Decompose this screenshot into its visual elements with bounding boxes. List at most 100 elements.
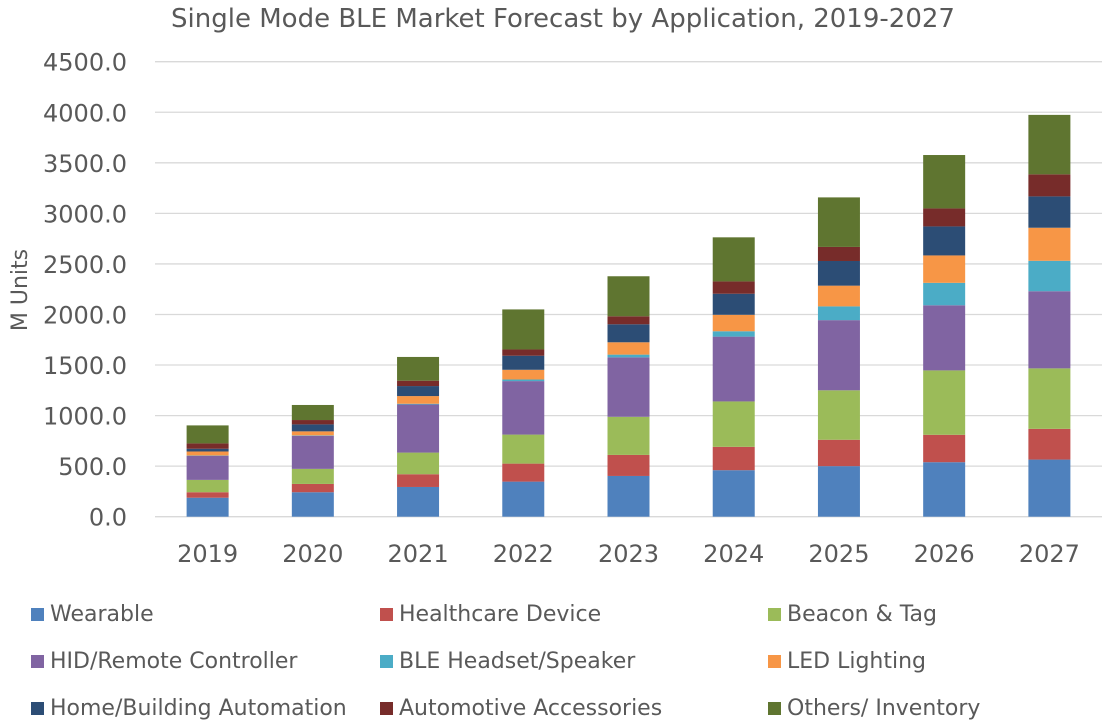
- bar-segment: [291, 483, 334, 493]
- x-tick-label: 2024: [703, 540, 764, 568]
- legend-item: Automotive Accessories: [380, 696, 662, 721]
- legend-label: Others/ Inventory: [787, 696, 981, 721]
- bar-segment: [502, 434, 545, 464]
- bar-segment: [291, 435, 334, 469]
- legend-swatch-icon: [768, 702, 781, 715]
- bar-segment: [397, 403, 440, 405]
- bar-stack-2023: [607, 276, 650, 517]
- bar-segment: [186, 425, 229, 444]
- bar-segment: [712, 281, 755, 294]
- bar-segment: [817, 439, 860, 467]
- bar-segment: [607, 416, 650, 455]
- x-tick-label: 2023: [598, 540, 659, 568]
- bar-segment: [712, 237, 755, 282]
- bar-segment: [712, 336, 755, 402]
- bar-segment: [1028, 114, 1071, 175]
- bar-stack-2027: [1028, 114, 1071, 517]
- x-tick-label: 2021: [388, 540, 449, 568]
- legend-label: Home/Building Automation: [50, 696, 347, 721]
- bar-segment: [712, 470, 755, 517]
- legend-label: BLE Headset/Speaker: [399, 649, 636, 674]
- bar-segment: [712, 401, 755, 447]
- bar-segment: [186, 443, 229, 449]
- legend-label: LED Lighting: [787, 649, 927, 674]
- bar-segment: [397, 396, 440, 404]
- bar-stack-2024: [712, 237, 755, 517]
- bar-segment: [1028, 260, 1071, 292]
- chart-title: Single Mode BLE Market Forecast by Appli…: [171, 4, 955, 34]
- y-axis-ticks: 0.0 500.0 1000.0 1500.0 2000.0 2500.0 3000.0 35…: [43, 49, 127, 532]
- y-tick-label: 3500.0: [43, 150, 127, 178]
- bar-segment: [502, 463, 545, 482]
- bar-segment: [712, 331, 755, 337]
- bar-segment: [291, 420, 334, 425]
- bar-segment: [186, 497, 229, 517]
- x-tick-label: 2026: [914, 540, 975, 568]
- bar-segment: [291, 424, 334, 432]
- bar-segment: [607, 357, 650, 417]
- bar-segment: [923, 208, 966, 227]
- legend-swatch-icon: [31, 702, 44, 715]
- legend-swatch-icon: [380, 655, 393, 668]
- y-tick-label: 500.0: [58, 453, 127, 481]
- bar-segment: [817, 246, 860, 261]
- legend-label: Wearable: [50, 602, 154, 627]
- x-tick-label: 2027: [1019, 540, 1080, 568]
- bar-segment: [502, 349, 545, 356]
- legend-swatch-icon: [31, 655, 44, 668]
- bar-segment: [1028, 291, 1071, 369]
- bar-segment: [923, 434, 966, 463]
- bar-segment: [712, 293, 755, 315]
- x-tick-label: 2022: [493, 540, 554, 568]
- x-tick-label: 2019: [177, 540, 238, 568]
- bar-segment: [502, 381, 545, 435]
- y-tick-label: 4000.0: [43, 99, 127, 127]
- bar-segment: [397, 386, 440, 397]
- bar-segment: [607, 276, 650, 317]
- bar-segment: [817, 390, 860, 440]
- bar-stack-2026: [923, 155, 966, 517]
- legend-item: Wearable: [31, 602, 154, 627]
- bar-segment: [607, 354, 650, 358]
- x-tick-label: 2025: [808, 540, 869, 568]
- legend-item: Home/Building Automation: [31, 696, 347, 721]
- bar-stack-2019: [186, 425, 229, 517]
- x-axis-ticks: 2019 2020 2021 2022 2023 2024 2025 2026 2027: [177, 540, 1080, 568]
- y-axis-label: M Units: [8, 249, 33, 331]
- bar-segment: [186, 455, 229, 480]
- bar-segment: [502, 481, 545, 517]
- bar-segment: [397, 452, 440, 475]
- bar-segment: [607, 316, 650, 325]
- bar-segment: [502, 379, 545, 382]
- bar-stack-2020: [291, 404, 334, 517]
- y-tick-label: 2500.0: [43, 251, 127, 279]
- stacked-bar-chart: Single Mode BLE Market Forecast by Appli…: [8, 4, 1102, 568]
- legend-swatch-icon: [380, 702, 393, 715]
- legend-item: Healthcare Device: [380, 602, 601, 627]
- bar-segment: [1028, 428, 1071, 460]
- legend: Wearable Healthcare Device Beacon & Tag HID…: [0, 596, 1108, 728]
- bar-stack-2025: [817, 197, 860, 517]
- bars: [186, 114, 1071, 517]
- y-tick-label: 1500.0: [43, 352, 127, 380]
- bar-segment: [291, 468, 334, 484]
- bar-segment: [923, 282, 966, 306]
- bar-segment: [502, 355, 545, 370]
- legend-label: Beacon & Tag: [787, 602, 937, 627]
- bar-segment: [817, 260, 860, 286]
- bar-segment: [817, 285, 860, 307]
- y-tick-label: 1000.0: [43, 403, 127, 431]
- bar-segment: [817, 306, 860, 321]
- legend-label: HID/Remote Controller: [50, 649, 298, 674]
- legend-item: HID/Remote Controller: [31, 649, 297, 674]
- y-tick-label: 3000.0: [43, 200, 127, 228]
- bar-segment: [817, 320, 860, 391]
- bar-segment: [607, 342, 650, 355]
- bar-segment: [1028, 174, 1071, 197]
- bar-segment: [607, 324, 650, 343]
- bar-segment: [186, 451, 229, 456]
- bar-segment: [1028, 196, 1071, 228]
- bar-stack-2021: [397, 356, 440, 517]
- bar-segment: [923, 226, 966, 256]
- bar-segment: [607, 475, 650, 517]
